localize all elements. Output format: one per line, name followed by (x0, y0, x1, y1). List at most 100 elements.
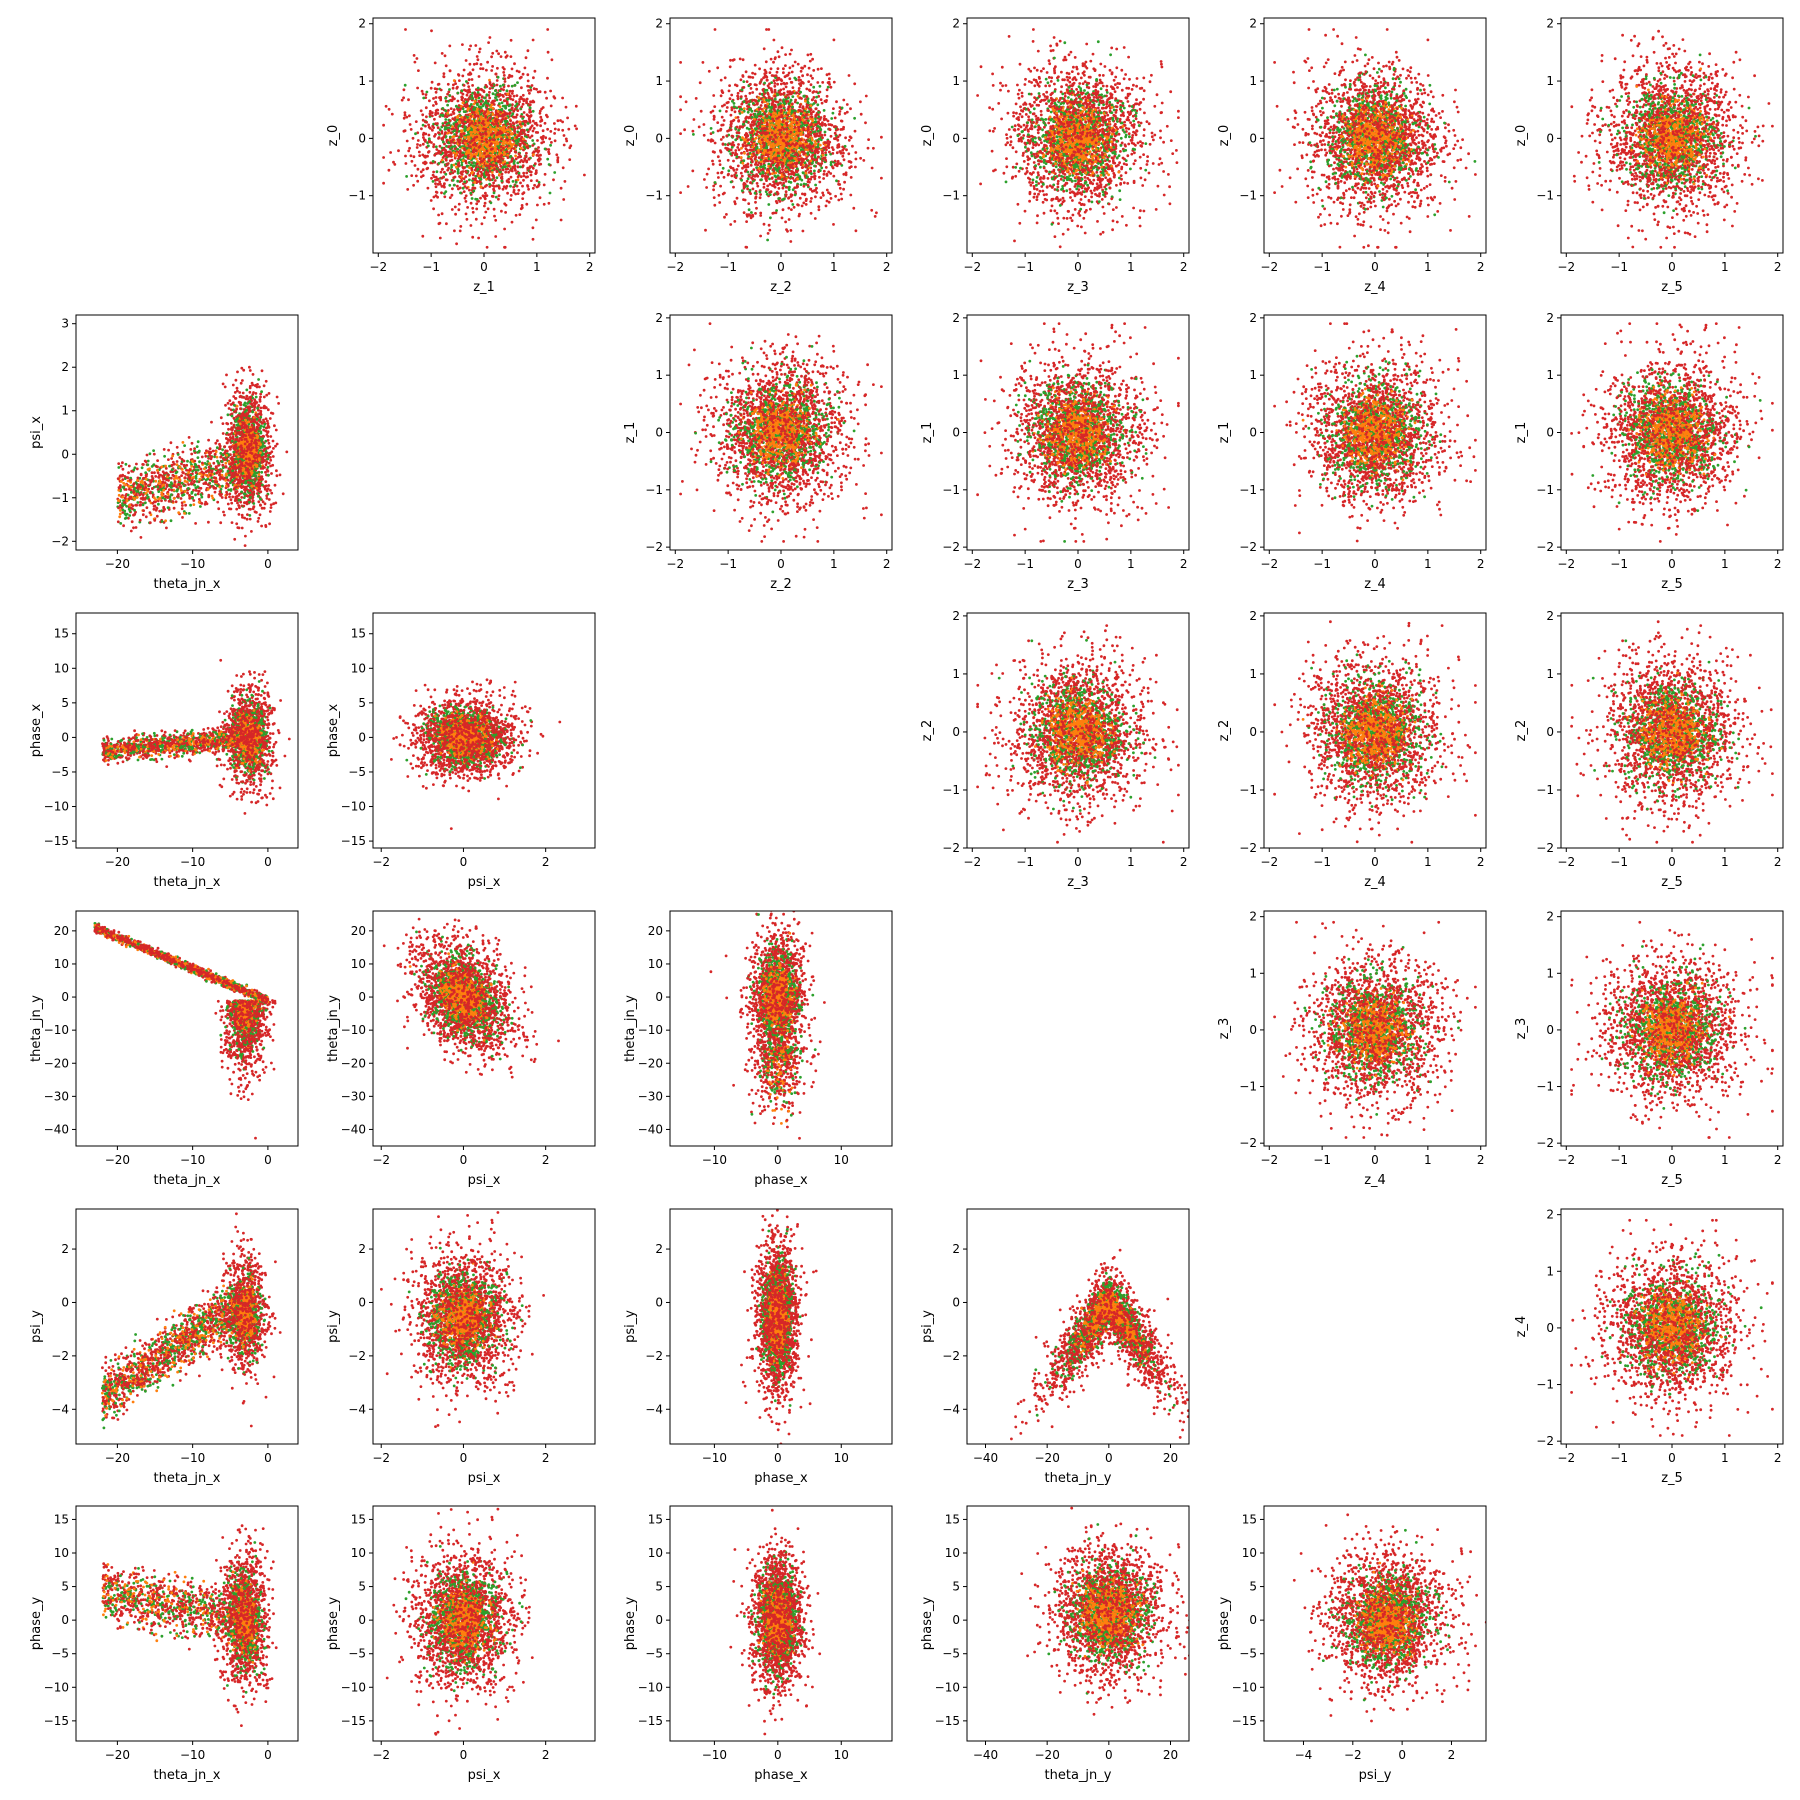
scatter-point-red (507, 133, 510, 136)
scatter-point-green (462, 107, 465, 110)
scatter-point-green (800, 179, 803, 182)
scatter-point-red (416, 143, 419, 146)
scatter-point-green (832, 112, 835, 115)
scatter-point-orange (499, 105, 502, 108)
scatter-point-red (483, 216, 486, 219)
scatter-point-red (506, 145, 509, 148)
scatter-point-red (436, 122, 439, 125)
scatter-point-red (751, 72, 754, 75)
scatter-point-red (450, 132, 453, 135)
scatter-point-green (473, 164, 476, 167)
scatter-point-orange (506, 142, 509, 145)
scatter-point-red (531, 135, 534, 138)
scatter-point-green (774, 98, 777, 101)
scatter-point-red (711, 160, 714, 163)
scatter-point-red (489, 178, 492, 181)
scatter-point-red (541, 137, 544, 140)
scatter-point-red (477, 115, 480, 118)
scatter-point-green (485, 94, 488, 97)
scatter-point-red (529, 126, 532, 129)
scatter-point-red (428, 126, 431, 129)
scatter-point-red (491, 52, 494, 55)
scatter-point-red (527, 49, 530, 52)
scatter-point-red (820, 98, 823, 101)
scatter-point-green (747, 177, 750, 180)
scatter-point-green (493, 192, 496, 195)
scatter-point-green (734, 139, 737, 142)
scatter-point-red (837, 183, 840, 186)
scatter-point-orange (489, 126, 492, 129)
scatter-point-red (435, 191, 438, 194)
scatter-point-orange (504, 160, 507, 163)
scatter-point-red (502, 95, 505, 98)
scatter-point-red (441, 52, 444, 55)
scatter-point-red (435, 185, 438, 188)
scatter-point-orange (497, 110, 500, 113)
scatter-point-red (430, 199, 433, 202)
scatter-point-red (419, 144, 422, 147)
scatter-point-red (809, 53, 812, 56)
scatter-point-red (708, 70, 711, 73)
scatter-point-red (522, 160, 525, 163)
scatter-point-red (535, 88, 538, 91)
scatter-point-red (491, 84, 494, 87)
scatter-point-red (539, 116, 542, 119)
scatter-point-green (462, 187, 465, 190)
scatter-point-red (759, 212, 762, 215)
y-tick-label: −1 (348, 189, 366, 203)
scatter-point-red (426, 155, 429, 158)
scatter-point-red (542, 129, 545, 132)
scatter-point-red (549, 90, 552, 93)
scatter-point-red (506, 185, 509, 188)
scatter-point-red (770, 58, 773, 61)
scatter-point-red (833, 81, 836, 84)
scatter-point-red (546, 77, 549, 80)
scatter-point-red (539, 154, 542, 157)
scatter-point-red (832, 223, 835, 226)
scatter-point-green (531, 139, 534, 142)
scatter-point-green (730, 181, 733, 184)
scatter-point-red (787, 207, 790, 210)
scatter-point-green (844, 145, 847, 148)
scatter-point-red (460, 119, 463, 122)
scatter-point-red (463, 69, 466, 72)
scatter-point-red (458, 104, 461, 107)
scatter-point-red (553, 95, 556, 98)
scatter-point-red (533, 127, 536, 130)
scatter-point-red (447, 129, 450, 132)
scatter-point-red (505, 150, 508, 153)
scatter-point-orange (504, 136, 507, 139)
scatter-point-red (412, 184, 415, 187)
scatter-point-green (841, 107, 844, 110)
scatter-point-orange (473, 103, 476, 106)
scatter-point-green (815, 96, 818, 99)
scatter-point-green (506, 98, 509, 101)
scatter-point-red (839, 187, 842, 190)
scatter-point-red (843, 158, 846, 161)
scatter-point-red (421, 90, 424, 93)
scatter-point-red (867, 147, 870, 150)
scatter-point-green (509, 155, 512, 158)
scatter-point-red (481, 110, 484, 113)
scatter-point-red (536, 149, 539, 152)
scatter-point-red (484, 202, 487, 205)
scatter-point-red (444, 114, 447, 117)
scatter-point-red (408, 147, 411, 150)
scatter-point-red (832, 107, 835, 110)
scatter-point-red (534, 172, 537, 175)
scatter-point-red (814, 107, 817, 110)
scatter-point-red (547, 51, 550, 54)
scatter-point-green (422, 97, 425, 100)
scatter-point-red (416, 87, 419, 90)
scatter-point-red (432, 171, 435, 174)
scatter-point-red (502, 188, 505, 191)
scatter-point-red (733, 220, 736, 223)
scatter-point-red (798, 87, 801, 90)
scatter-point-red (561, 97, 564, 100)
scatter-point-red (427, 151, 430, 154)
scatter-point-orange (457, 115, 460, 118)
scatter-point-red (500, 149, 503, 152)
scatter-point-red (433, 196, 436, 199)
scatter-point-red (450, 113, 453, 116)
scatter-point-orange (797, 95, 800, 98)
